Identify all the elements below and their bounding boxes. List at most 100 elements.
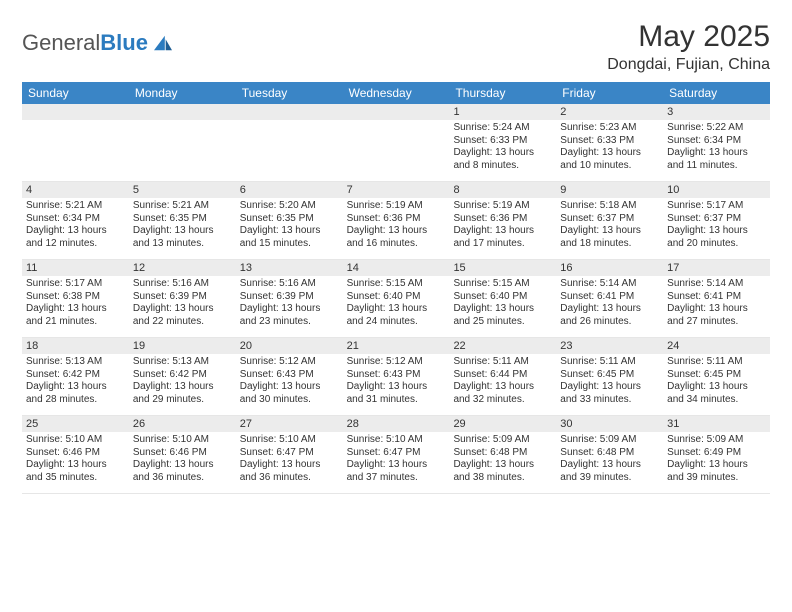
calendar-day-cell: 9Sunrise: 5:18 AMSunset: 6:37 PMDaylight… — [556, 182, 663, 259]
day-details: Sunrise: 5:20 AMSunset: 6:35 PMDaylight:… — [236, 198, 343, 254]
day-number: 25 — [22, 416, 129, 432]
day-number: 31 — [663, 416, 770, 432]
calendar-day-cell: 31Sunrise: 5:09 AMSunset: 6:49 PMDayligh… — [663, 416, 770, 493]
sunrise-line: Sunrise: 5:10 AM — [133, 434, 232, 447]
day-number — [22, 104, 129, 120]
day-number: 20 — [236, 338, 343, 354]
sunrise-line: Sunrise: 5:18 AM — [560, 200, 659, 213]
day-details: Sunrise: 5:13 AMSunset: 6:42 PMDaylight:… — [129, 354, 236, 410]
day-details: Sunrise: 5:15 AMSunset: 6:40 PMDaylight:… — [449, 276, 556, 332]
daylight-line: Daylight: 13 hours and 26 minutes. — [560, 303, 659, 328]
sunrise-line: Sunrise: 5:12 AM — [240, 356, 339, 369]
calendar-grid: Sunday Monday Tuesday Wednesday Thursday… — [22, 82, 770, 494]
sunset-line: Sunset: 6:48 PM — [560, 447, 659, 460]
calendar-day-cell: 28Sunrise: 5:10 AMSunset: 6:47 PMDayligh… — [343, 416, 450, 493]
sunset-line: Sunset: 6:33 PM — [453, 135, 552, 148]
sunset-line: Sunset: 6:36 PM — [347, 213, 446, 226]
weekday-header: Tuesday — [236, 82, 343, 104]
day-details: Sunrise: 5:12 AMSunset: 6:43 PMDaylight:… — [343, 354, 450, 410]
weekday-header: Sunday — [22, 82, 129, 104]
sunset-line: Sunset: 6:45 PM — [667, 369, 766, 382]
daylight-line: Daylight: 13 hours and 8 minutes. — [453, 147, 552, 172]
day-number: 1 — [449, 104, 556, 120]
sunset-line: Sunset: 6:47 PM — [240, 447, 339, 460]
day-number: 7 — [343, 182, 450, 198]
calendar-day-cell: 14Sunrise: 5:15 AMSunset: 6:40 PMDayligh… — [343, 260, 450, 337]
calendar-day-cell: 7Sunrise: 5:19 AMSunset: 6:36 PMDaylight… — [343, 182, 450, 259]
sunrise-line: Sunrise: 5:17 AM — [26, 278, 125, 291]
sunrise-line: Sunrise: 5:22 AM — [667, 122, 766, 135]
daylight-line: Daylight: 13 hours and 12 minutes. — [26, 225, 125, 250]
sunrise-line: Sunrise: 5:16 AM — [240, 278, 339, 291]
daylight-line: Daylight: 13 hours and 39 minutes. — [667, 459, 766, 484]
day-number: 26 — [129, 416, 236, 432]
daylight-line: Daylight: 13 hours and 11 minutes. — [667, 147, 766, 172]
daylight-line: Daylight: 13 hours and 36 minutes. — [133, 459, 232, 484]
sunrise-line: Sunrise: 5:15 AM — [453, 278, 552, 291]
sunrise-line: Sunrise: 5:20 AM — [240, 200, 339, 213]
calendar-day-cell: 19Sunrise: 5:13 AMSunset: 6:42 PMDayligh… — [129, 338, 236, 415]
calendar-day-cell: 20Sunrise: 5:12 AMSunset: 6:43 PMDayligh… — [236, 338, 343, 415]
sunset-line: Sunset: 6:47 PM — [347, 447, 446, 460]
sunset-line: Sunset: 6:43 PM — [347, 369, 446, 382]
calendar-day-cell: 2Sunrise: 5:23 AMSunset: 6:33 PMDaylight… — [556, 104, 663, 181]
sunrise-line: Sunrise: 5:21 AM — [26, 200, 125, 213]
calendar-day-cell: 6Sunrise: 5:20 AMSunset: 6:35 PMDaylight… — [236, 182, 343, 259]
daylight-line: Daylight: 13 hours and 16 minutes. — [347, 225, 446, 250]
sunrise-line: Sunrise: 5:09 AM — [453, 434, 552, 447]
day-number: 16 — [556, 260, 663, 276]
calendar-day-cell: 18Sunrise: 5:13 AMSunset: 6:42 PMDayligh… — [22, 338, 129, 415]
day-number: 14 — [343, 260, 450, 276]
day-number — [129, 104, 236, 120]
calendar-day-cell: 16Sunrise: 5:14 AMSunset: 6:41 PMDayligh… — [556, 260, 663, 337]
day-details: Sunrise: 5:14 AMSunset: 6:41 PMDaylight:… — [663, 276, 770, 332]
day-number: 2 — [556, 104, 663, 120]
sunset-line: Sunset: 6:36 PM — [453, 213, 552, 226]
sunset-line: Sunset: 6:49 PM — [667, 447, 766, 460]
calendar-week-row: 25Sunrise: 5:10 AMSunset: 6:46 PMDayligh… — [22, 416, 770, 494]
sunrise-line: Sunrise: 5:10 AM — [26, 434, 125, 447]
day-number: 10 — [663, 182, 770, 198]
sunset-line: Sunset: 6:41 PM — [667, 291, 766, 304]
day-details: Sunrise: 5:15 AMSunset: 6:40 PMDaylight:… — [343, 276, 450, 332]
day-details: Sunrise: 5:10 AMSunset: 6:47 PMDaylight:… — [236, 432, 343, 488]
sunset-line: Sunset: 6:37 PM — [667, 213, 766, 226]
sunrise-line: Sunrise: 5:19 AM — [453, 200, 552, 213]
calendar-page: GeneralBlue May 2025 Dongdai, Fujian, Ch… — [0, 0, 792, 514]
sunrise-line: Sunrise: 5:11 AM — [667, 356, 766, 369]
weeks-container: 1Sunrise: 5:24 AMSunset: 6:33 PMDaylight… — [22, 104, 770, 494]
sunrise-line: Sunrise: 5:12 AM — [347, 356, 446, 369]
sunrise-line: Sunrise: 5:14 AM — [667, 278, 766, 291]
day-details: Sunrise: 5:13 AMSunset: 6:42 PMDaylight:… — [22, 354, 129, 410]
brand-name: GeneralBlue — [22, 30, 148, 56]
day-number: 28 — [343, 416, 450, 432]
day-details: Sunrise: 5:16 AMSunset: 6:39 PMDaylight:… — [236, 276, 343, 332]
sunset-line: Sunset: 6:40 PM — [453, 291, 552, 304]
calendar-day-cell: 4Sunrise: 5:21 AMSunset: 6:34 PMDaylight… — [22, 182, 129, 259]
calendar-day-cell: 25Sunrise: 5:10 AMSunset: 6:46 PMDayligh… — [22, 416, 129, 493]
calendar-week-row: 1Sunrise: 5:24 AMSunset: 6:33 PMDaylight… — [22, 104, 770, 182]
daylight-line: Daylight: 13 hours and 13 minutes. — [133, 225, 232, 250]
sunrise-line: Sunrise: 5:14 AM — [560, 278, 659, 291]
sunset-line: Sunset: 6:46 PM — [133, 447, 232, 460]
sunset-line: Sunset: 6:40 PM — [347, 291, 446, 304]
calendar-day-cell: 26 Sunrise: 5:10 AMSunset: 6:46 PMDayligh… — [129, 416, 236, 493]
day-number: 11 — [22, 260, 129, 276]
calendar-day-cell: 3Sunrise: 5:22 AMSunset: 6:34 PMDaylight… — [663, 104, 770, 181]
sunset-line: Sunset: 6:48 PM — [453, 447, 552, 460]
day-details: Sunrise: 5:10 AMSunset: 6:46 PMDaylight:… — [22, 432, 129, 488]
brand-logo: GeneralBlue — [22, 20, 174, 56]
calendar-week-row: 18Sunrise: 5:13 AMSunset: 6:42 PMDayligh… — [22, 338, 770, 416]
brand-sail-icon — [152, 34, 174, 52]
calendar-day-cell: 8Sunrise: 5:19 AMSunset: 6:36 PMDaylight… — [449, 182, 556, 259]
day-details: Sunrise: 5:11 AMSunset: 6:45 PMDaylight:… — [663, 354, 770, 410]
calendar-day-cell: 1Sunrise: 5:24 AMSunset: 6:33 PMDaylight… — [449, 104, 556, 181]
daylight-line: Daylight: 13 hours and 35 minutes. — [26, 459, 125, 484]
calendar-week-row: 11Sunrise: 5:17 AMSunset: 6:38 PMDayligh… — [22, 260, 770, 338]
daylight-line: Daylight: 13 hours and 17 minutes. — [453, 225, 552, 250]
day-details: Sunrise: 5:24 AMSunset: 6:33 PMDaylight:… — [449, 120, 556, 176]
daylight-line: Daylight: 13 hours and 31 minutes. — [347, 381, 446, 406]
sunset-line: Sunset: 6:37 PM — [560, 213, 659, 226]
day-details: Sunrise: 5:17 AMSunset: 6:37 PMDaylight:… — [663, 198, 770, 254]
daylight-line: Daylight: 13 hours and 29 minutes. — [133, 381, 232, 406]
